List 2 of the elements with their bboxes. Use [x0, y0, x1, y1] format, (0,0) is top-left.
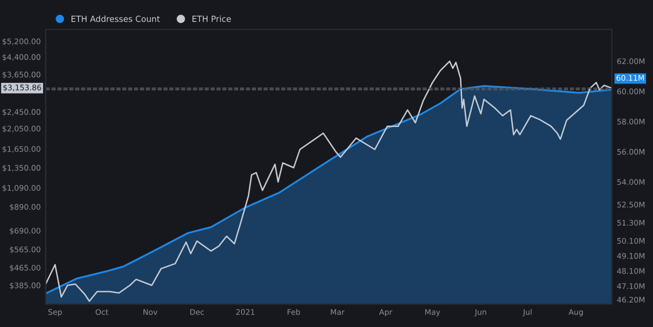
legend-label: ETH Addresses Count — [72, 16, 160, 22]
legend-label: ETH Price — [192, 16, 231, 22]
